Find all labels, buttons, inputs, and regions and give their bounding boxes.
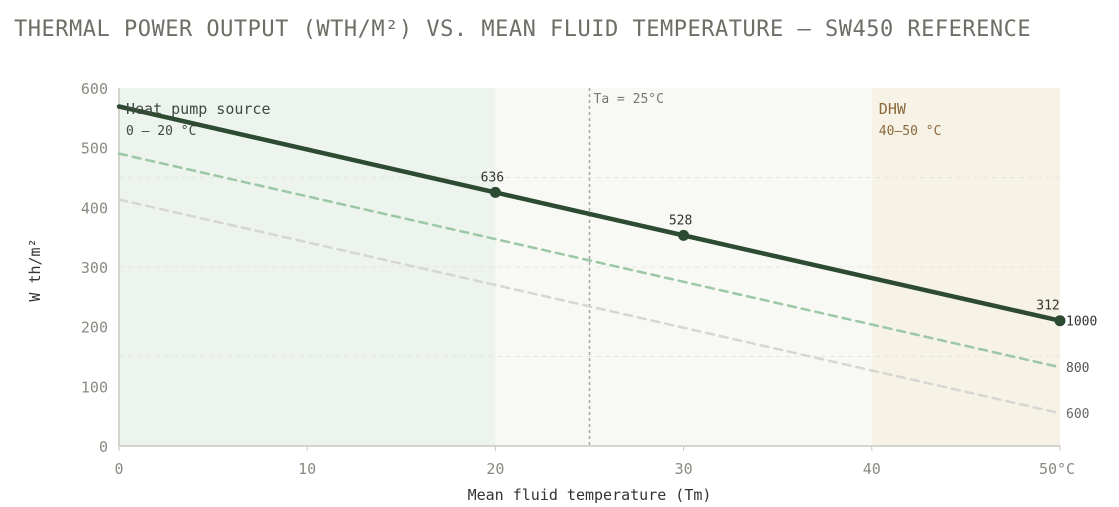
axes-layer: 0 100 200 300 400 500 600 0 10 20 30 40 50°C Mean flu… [26,80,1075,504]
zone-subtitle: 0 – 20 °C [126,124,196,139]
y-axis-label: W th/m² [26,238,44,301]
zone-subtitle: 40–50 °C [879,124,942,139]
data-label: 636 [481,170,504,185]
chart-title: THERMAL POWER OUTPUT (WTH/M²) VS. MEAN F… [14,17,1032,42]
zone-title: Heat pump source [126,100,271,118]
y-tick-label: 400 [81,199,108,217]
data-label: 312 [1036,299,1059,314]
y-tick-label: 600 [81,80,108,98]
series-end-label: 800 [1066,361,1089,376]
x-axis-label: Mean fluid temperature (Tm) [468,486,712,504]
data-point [489,186,501,198]
y-tick-label: 0 [99,438,108,456]
series-end-label: 1000 [1066,315,1097,330]
data-label: 528 [669,213,692,228]
y-tick-label: 300 [81,259,108,277]
x-tick-label: 10 [298,460,316,478]
labels-layer: Heat pump source 0 – 20 °C DHW 40–50 °C 1000… [126,100,1097,422]
grid-layer [119,177,1060,357]
x-tick-label: 30 [675,460,693,478]
reference-line-layer: Ta = 25°C [588,88,664,446]
series-line [117,152,1062,369]
x-tick-label: 40 [863,460,881,478]
zone-title: DHW [879,100,907,118]
data-point [1054,315,1066,327]
x-tick-label: 20 [486,460,504,478]
data-point [678,229,690,241]
y-tick-label: 500 [81,140,108,158]
y-tick-label: 100 [81,378,108,396]
y-tick-label: 200 [81,319,108,337]
x-tick-label: 0 [114,460,123,478]
series-line [116,104,1063,323]
series-line [117,198,1062,415]
series-end-label: 600 [1066,407,1089,422]
x-tick-label: 50°C [1039,460,1075,478]
series-layer [116,104,1066,415]
reference-line-label: Ta = 25°C [594,92,664,107]
